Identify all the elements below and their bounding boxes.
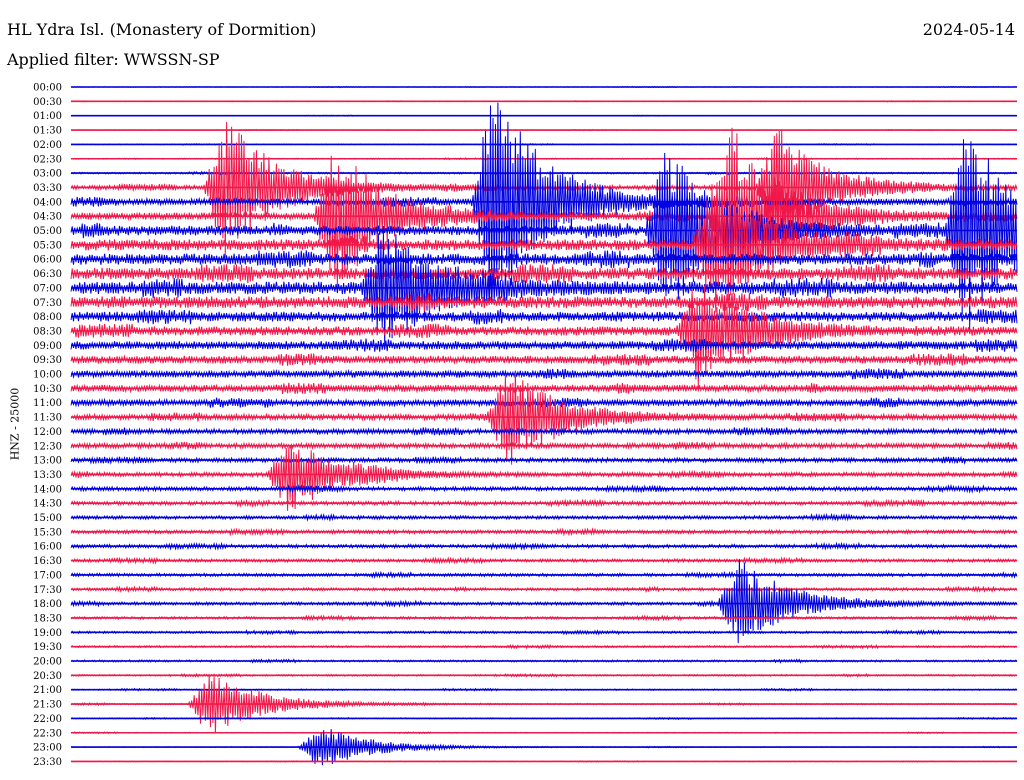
trace-row-0700 bbox=[70, 230, 1018, 348]
time-tick-label: 12:00 bbox=[33, 427, 62, 438]
time-tick-label: 10:00 bbox=[33, 370, 62, 381]
time-tick-label: 06:00 bbox=[33, 255, 62, 266]
time-tick-label: 16:00 bbox=[33, 542, 62, 553]
time-tick-label: 19:00 bbox=[33, 628, 62, 639]
time-tick-label: 01:00 bbox=[33, 111, 62, 122]
time-tick-label: 04:00 bbox=[33, 197, 62, 208]
time-tick-label: 07:30 bbox=[33, 298, 62, 309]
station-title: HL Ydra Isl. (Monastery of Dormition) bbox=[7, 20, 317, 39]
time-tick-label: 10:30 bbox=[33, 384, 62, 395]
time-tick-label: 09:30 bbox=[33, 355, 62, 366]
trace-row-0830 bbox=[70, 285, 1018, 388]
trace-row-1330 bbox=[70, 444, 1018, 511]
trace-row-0400 bbox=[70, 102, 1018, 302]
time-tick-label: 03:30 bbox=[33, 183, 62, 194]
trace-row-1130 bbox=[70, 371, 1018, 465]
time-tick-label: 11:30 bbox=[33, 413, 62, 424]
trace-row-0930 bbox=[70, 353, 1018, 366]
time-tick-label: 06:30 bbox=[33, 269, 62, 280]
time-tick-label: 19:30 bbox=[33, 642, 62, 653]
time-tick-label: 18:00 bbox=[33, 599, 62, 610]
time-tick-label: 04:30 bbox=[33, 212, 62, 223]
time-tick-label: 20:30 bbox=[33, 671, 62, 682]
time-tick-label: 08:00 bbox=[33, 312, 62, 323]
time-tick-label: 15:30 bbox=[33, 527, 62, 538]
time-tick-label: 08:30 bbox=[33, 326, 62, 337]
time-tick-label: 05:00 bbox=[33, 226, 62, 237]
time-tick-label: 17:30 bbox=[33, 585, 62, 596]
time-tick-label: 23:00 bbox=[33, 743, 62, 754]
trace-row-1800 bbox=[70, 559, 1018, 644]
time-tick-label: 12:30 bbox=[33, 441, 62, 452]
time-tick-label: 16:30 bbox=[33, 556, 62, 567]
time-tick-label: 22:00 bbox=[33, 714, 62, 725]
time-tick-label: 02:30 bbox=[33, 154, 62, 165]
time-tick-label: 13:30 bbox=[33, 470, 62, 481]
date-label: 2024-05-14 bbox=[922, 20, 1015, 39]
time-tick-label: 11:00 bbox=[33, 398, 62, 409]
time-tick-label: 00:30 bbox=[33, 97, 62, 108]
time-tick-label: 21:30 bbox=[33, 700, 62, 711]
time-tick-label: 18:30 bbox=[33, 613, 62, 624]
time-tick-label: 20:00 bbox=[33, 657, 62, 668]
trace-row-0800 bbox=[70, 308, 1018, 325]
trace-row-0500 bbox=[70, 139, 1018, 330]
time-tick-label: 00:00 bbox=[33, 83, 62, 94]
time-tick-label: 13:00 bbox=[33, 456, 62, 467]
time-tick-label: 21:00 bbox=[33, 685, 62, 696]
filter-label: Applied filter: WWSSN-SP bbox=[7, 50, 220, 69]
time-tick-label: 15:00 bbox=[33, 513, 62, 524]
time-tick-label: 03:00 bbox=[33, 169, 62, 180]
time-tick-label: 05:30 bbox=[33, 240, 62, 251]
trace-row-0530 bbox=[70, 180, 1018, 313]
time-tick-label: 14:00 bbox=[33, 484, 62, 495]
time-tick-label: 01:30 bbox=[33, 126, 62, 137]
time-tick-label: 07:00 bbox=[33, 283, 62, 294]
time-tick-label: 14:30 bbox=[33, 499, 62, 510]
time-tick-label: 23:30 bbox=[33, 757, 62, 768]
time-tick-label: 17:00 bbox=[33, 570, 62, 581]
time-tick-label: 09:00 bbox=[33, 341, 62, 352]
trace-row-0330 bbox=[70, 121, 1018, 258]
time-tick-label: 02:00 bbox=[33, 140, 62, 151]
time-tick-label: 22:30 bbox=[33, 728, 62, 739]
